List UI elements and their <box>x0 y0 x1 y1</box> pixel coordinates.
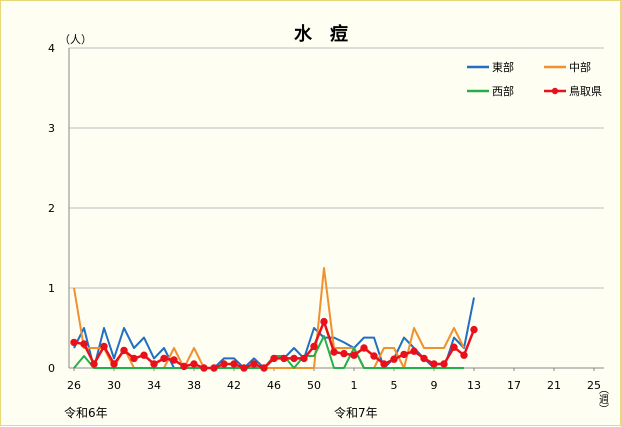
data-point <box>310 342 318 351</box>
legend-label: 鳥取県 <box>569 84 602 98</box>
x-tick-label: 34 <box>147 379 161 392</box>
x-tick-label: 25 <box>587 379 601 392</box>
data-point <box>100 342 108 351</box>
data-point <box>240 364 248 372</box>
x-tick-label: 38 <box>187 379 201 392</box>
data-point <box>160 354 168 363</box>
data-point <box>190 360 198 368</box>
data-point <box>300 354 308 363</box>
data-point <box>250 360 258 368</box>
data-point <box>370 352 378 360</box>
y-unit-label: （人） <box>59 33 92 46</box>
y-tick-label: 2 <box>48 202 55 215</box>
data-point <box>430 360 438 368</box>
data-point <box>90 360 98 368</box>
data-point <box>420 354 428 363</box>
x-tick-label: 50 <box>307 379 321 392</box>
data-point <box>450 343 458 351</box>
chart-title: 水 痘 <box>294 23 348 45</box>
x-tick-label: 26 <box>67 379 81 392</box>
legend-label: 東部 <box>492 60 514 74</box>
data-point <box>390 355 398 363</box>
data-point <box>400 350 408 359</box>
legend-label: 西部 <box>492 84 514 98</box>
x-tick-label: 30 <box>107 379 121 392</box>
data-point <box>170 356 178 364</box>
x-tick-label: 5 <box>391 379 398 392</box>
y-tick-label: 0 <box>48 362 55 375</box>
data-point <box>130 354 138 363</box>
data-point <box>200 364 208 372</box>
data-point <box>210 364 218 372</box>
data-point <box>410 347 418 355</box>
x-tick-label: 46 <box>267 379 281 392</box>
year-label: 令和7年 <box>334 405 378 420</box>
x-tick-label: 13 <box>467 379 481 392</box>
data-point <box>280 354 288 363</box>
data-point <box>270 354 278 363</box>
data-point <box>220 360 228 368</box>
data-point <box>230 360 238 368</box>
x-unit-label: （週） <box>597 384 609 414</box>
data-point <box>290 354 298 363</box>
x-tick-label: 9 <box>431 379 438 392</box>
data-point <box>350 351 358 359</box>
data-point <box>110 360 118 368</box>
x-tick-label: 17 <box>507 379 521 392</box>
data-point <box>260 364 268 372</box>
data-point <box>340 349 348 358</box>
data-point <box>470 325 478 334</box>
data-point <box>80 340 88 348</box>
data-point <box>150 360 158 368</box>
y-tick-label: 3 <box>48 122 55 135</box>
data-point <box>70 338 78 347</box>
legend-label: 中部 <box>569 60 591 74</box>
x-tick-label: 21 <box>547 379 561 392</box>
data-point <box>440 360 448 368</box>
y-tick-label: 1 <box>48 282 55 295</box>
y-tick-label: 4 <box>48 42 55 55</box>
data-point <box>460 351 468 359</box>
x-tick-label: 42 <box>227 379 241 392</box>
data-point <box>140 351 148 359</box>
data-point <box>180 362 188 371</box>
data-point <box>320 317 328 326</box>
legend-marker <box>551 87 559 95</box>
data-point <box>360 344 368 352</box>
data-point <box>120 346 128 355</box>
data-point <box>380 360 388 368</box>
x-tick-label: 1 <box>351 379 358 392</box>
data-point <box>330 348 338 356</box>
year-label: 令和6年 <box>64 405 108 420</box>
